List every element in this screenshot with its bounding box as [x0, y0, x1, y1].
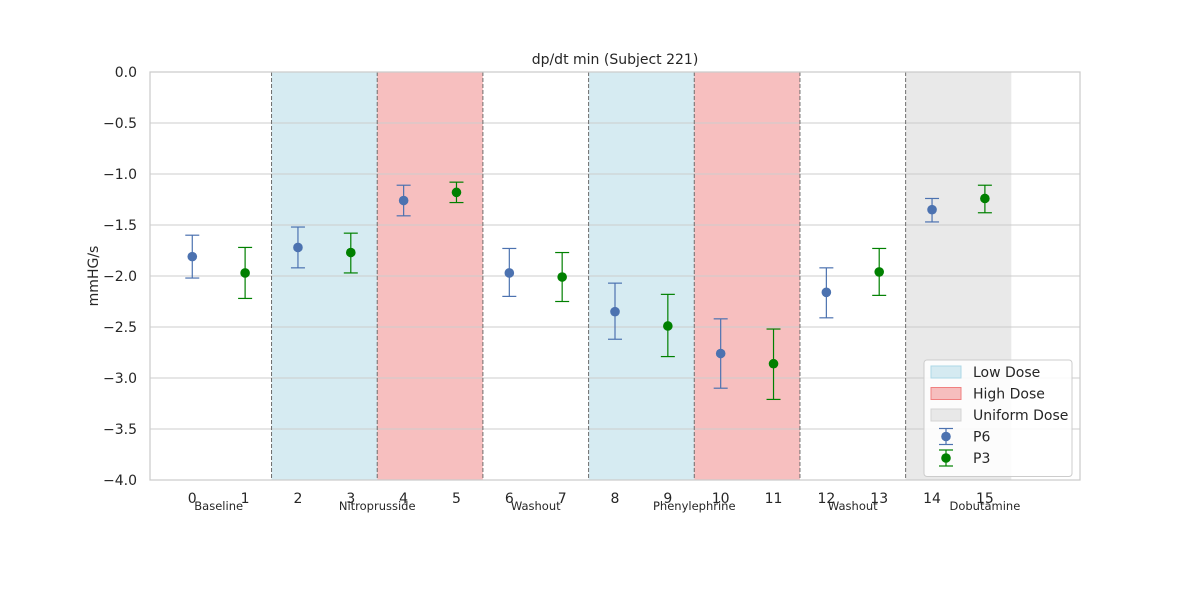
phase-label: Baseline [194, 499, 243, 513]
data-point [768, 358, 779, 369]
y-tick-label: −3.5 [103, 422, 137, 438]
phase-label: Phenylephrine [653, 499, 736, 513]
x-tick-label: 1 [241, 491, 250, 507]
x-tick-label: 14 [923, 491, 941, 507]
legend-label: P6 [973, 430, 990, 446]
x-tick-label: 7 [558, 491, 567, 507]
phase-labels: Baseline Nitroprusside Washout Phenylephrin… [194, 499, 1020, 513]
y-tick-label: −0.5 [103, 116, 137, 132]
legend-label: P3 [973, 451, 990, 467]
plot-frame [149, 71, 1081, 481]
legend-swatch-uniform [930, 408, 962, 422]
phase-dividers [271, 72, 907, 480]
legend-label: High Dose [973, 387, 1045, 403]
x-tick-label: 6 [505, 491, 514, 507]
data-point [240, 268, 250, 278]
chart-title: dp/dt min (Subject 221) [532, 52, 699, 68]
x-tick-label: 10 [712, 491, 730, 507]
x-tick-label: 5 [452, 491, 461, 507]
legend-marker-p3 [941, 453, 951, 463]
data-point [715, 348, 726, 359]
data-point [980, 193, 990, 204]
y-tick-label: −2.0 [103, 269, 137, 285]
x-tick-label: 9 [663, 491, 672, 507]
x-tick-label: 8 [611, 491, 620, 507]
x-tick-labels: 0 1 2 3 4 5 6 7 8 9 10 11 12 13 14 15 [188, 491, 994, 507]
legend: Low Dose High Dose Uniform Dose P6 P3 [923, 359, 1073, 477]
data-point [927, 204, 937, 215]
legend-label: Uniform Dose [973, 408, 1068, 424]
x-tick-label: 12 [817, 491, 835, 507]
data-point [663, 321, 673, 331]
data-point [398, 195, 409, 206]
data-point [874, 267, 885, 277]
data-point [293, 242, 303, 253]
data-point [187, 251, 198, 262]
legend-swatch-low [930, 365, 962, 379]
data-point [821, 287, 832, 298]
legend-label: Low Dose [973, 365, 1040, 381]
legend-swatch-high [930, 387, 962, 400]
x-tick-label: 3 [346, 491, 355, 507]
phase-label: Dobutamine [949, 499, 1020, 513]
x-tick-label: 2 [293, 491, 302, 507]
data-point [451, 187, 462, 198]
phase-label: Nitroprusside [339, 499, 416, 513]
data-point [610, 306, 620, 317]
legend-marker-p6 [941, 431, 951, 442]
data-series [185, 181, 992, 401]
x-tick-label: 15 [976, 491, 994, 507]
y-tick-labels: 0.0 −0.5 −1.0 −1.5 −2.0 −2.5 −3.0 −3.5 −4.0 [103, 65, 137, 489]
series-p6 [185, 184, 940, 389]
y-tick-label: 0.0 [115, 65, 137, 81]
y-axis-label: mmHG/s [86, 246, 102, 307]
y-tick-label: −3.0 [103, 371, 137, 387]
x-tick-label: 13 [870, 491, 888, 507]
y-tick-label: −1.0 [103, 167, 137, 183]
y-tick-label: −2.5 [103, 320, 137, 336]
data-point [345, 247, 356, 258]
x-tick-label: 4 [399, 491, 408, 507]
x-tick-label: 11 [765, 491, 783, 507]
data-point [557, 272, 567, 282]
x-tick-label: 0 [188, 491, 197, 507]
phase-label: Washout [511, 499, 561, 513]
phase-label: Washout [828, 499, 878, 513]
data-point [504, 268, 515, 278]
y-tick-label: −4.0 [103, 473, 137, 489]
series-p3 [238, 181, 992, 401]
y-tick-label: −1.5 [103, 218, 137, 234]
